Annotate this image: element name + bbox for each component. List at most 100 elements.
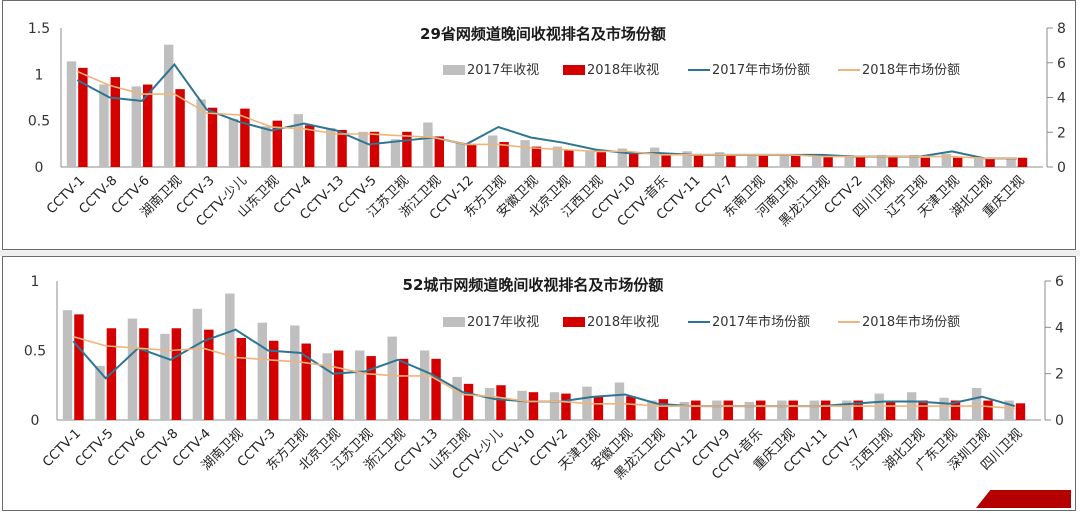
legend-swatch-icon xyxy=(563,317,585,327)
bar-2017 xyxy=(1006,157,1016,167)
y-tick-left: 1 xyxy=(35,67,44,83)
bar-2018 xyxy=(953,157,963,167)
bar-2017 xyxy=(585,150,595,167)
bar-2017 xyxy=(876,154,887,167)
bar-2017 xyxy=(682,151,692,167)
bar-2018 xyxy=(723,400,733,420)
bar-2017 xyxy=(293,114,303,167)
bar-2018 xyxy=(596,152,606,167)
bar-2018 xyxy=(756,400,766,420)
bar-2017 xyxy=(95,365,105,420)
legend-item-bar2018: 2018年收视 xyxy=(563,63,659,78)
bar-2018 xyxy=(629,152,639,167)
bar-2018 xyxy=(528,392,539,420)
bar-2018 xyxy=(398,358,409,420)
legend-item-bar2017: 2017年收视 xyxy=(443,315,539,330)
bar-2017 xyxy=(62,310,73,420)
bar-2017 xyxy=(196,99,206,167)
bar-2018 xyxy=(950,400,961,420)
bar-2018 xyxy=(110,77,120,167)
bar-2018 xyxy=(853,400,863,420)
bar-2017 xyxy=(747,154,757,167)
bar-2017 xyxy=(517,390,527,420)
bar-2017 xyxy=(909,154,919,167)
bar-2017 xyxy=(714,152,725,167)
bar-2017 xyxy=(1004,400,1014,420)
bar-2018 xyxy=(1017,157,1028,167)
bar-2017 xyxy=(484,388,495,420)
legend-swatch-icon xyxy=(563,65,585,75)
bar-2017 xyxy=(423,122,433,167)
bar-2017 xyxy=(225,293,235,420)
bar-2017 xyxy=(228,118,239,167)
y-tick-left: 0.5 xyxy=(24,344,46,360)
bar-2018 xyxy=(1015,403,1026,420)
line-share-2018 xyxy=(76,70,1017,160)
chart-panel-provincial: 29省网频道晚间收视排名及市场份额 2017年收视 2018年收视 2017年市场份额… xyxy=(2,0,1076,250)
legend-swatch-icon xyxy=(443,317,465,327)
bar-2017 xyxy=(261,126,271,167)
y-tick-right: 0 xyxy=(1057,160,1066,176)
chart-title: 29省网频道晚间收视排名及市场份额 xyxy=(420,25,666,43)
bar-2017 xyxy=(844,154,854,167)
bar-2017 xyxy=(257,322,268,420)
legend-label: 2017年市场份额 xyxy=(712,314,810,330)
bar-2017 xyxy=(812,154,822,167)
bar-2017 xyxy=(322,353,332,420)
bar-2018 xyxy=(693,154,704,167)
bar-2018 xyxy=(758,155,768,167)
legend-item-line2017: 2017年市场份额 xyxy=(688,62,810,78)
y-tick-left: 0 xyxy=(35,160,44,176)
bar-2018 xyxy=(143,84,153,167)
chart-city-ratings: 52城市网频道晚间收视排名及市场份额 2017年收视 2018年收视 2017年市场份… xyxy=(24,274,1064,483)
legend-label: 2017年收视 xyxy=(467,63,539,78)
bar-2018 xyxy=(496,385,506,420)
bar-2017 xyxy=(679,401,690,420)
bar-2018 xyxy=(463,383,474,420)
bar-2018 xyxy=(626,396,636,420)
bar-2018 xyxy=(920,157,930,167)
bar-2018 xyxy=(983,400,993,420)
panel-divider xyxy=(0,250,1080,256)
y-tick-right: 2 xyxy=(1057,125,1066,141)
legend-item-line2018: 2018年市场份额 xyxy=(838,314,960,330)
bar-2017 xyxy=(160,333,170,420)
chart-legend: 2017年收视 2018年收视 2017年市场份额 2018年市场份额 xyxy=(443,314,960,330)
legend-item-line2017: 2017年市场份额 xyxy=(688,314,810,330)
y-tick-left: 1 xyxy=(31,274,40,290)
bar-2017 xyxy=(617,148,627,167)
y-tick-left: 1.5 xyxy=(28,21,50,37)
bar-2017 xyxy=(974,156,984,167)
bar-2017 xyxy=(452,376,462,420)
bar-2018 xyxy=(236,337,246,420)
y-tick-left: 0 xyxy=(31,413,40,429)
bar-2018 xyxy=(467,143,477,167)
bar-2018 xyxy=(561,393,571,420)
legend-swatch-icon xyxy=(443,65,465,75)
bar-2017 xyxy=(941,154,951,167)
bar-2018 xyxy=(691,400,701,420)
bar-2018 xyxy=(564,150,574,167)
bar-2018 xyxy=(661,154,671,167)
y-tick-right: 2 xyxy=(1055,367,1064,383)
bar-2017 xyxy=(358,131,368,167)
bar-2018 xyxy=(301,343,311,420)
bar-2018 xyxy=(369,131,380,167)
bar-2017 xyxy=(387,336,397,420)
bar-2018 xyxy=(240,108,250,167)
line-share-2017 xyxy=(76,62,1017,160)
bar-2017 xyxy=(99,84,109,167)
chart-title: 52城市网频道晚间收视排名及市场份额 xyxy=(403,276,664,294)
bar-2017 xyxy=(127,318,138,420)
x-category-labels: CCTV-1CCTV-5CCTV-6CCTV-8CCTV-4湖南卫视CCTV-3… xyxy=(40,426,1026,483)
bar-2018 xyxy=(820,400,831,420)
bars xyxy=(66,44,1028,167)
bar-2018 xyxy=(366,356,376,420)
bar-2017 xyxy=(842,400,852,420)
bar-2017 xyxy=(66,61,77,167)
bar-2017 xyxy=(777,400,787,420)
line-share-2017 xyxy=(72,328,1016,408)
bar-2017 xyxy=(455,142,465,167)
bar-2017 xyxy=(549,392,560,420)
bar-2017 xyxy=(712,400,722,420)
